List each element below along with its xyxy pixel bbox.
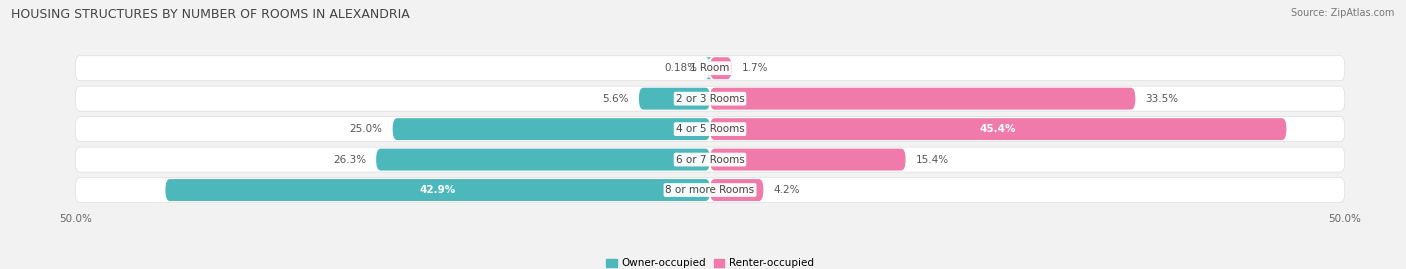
Text: 1 Room: 1 Room — [690, 63, 730, 73]
FancyBboxPatch shape — [710, 179, 763, 201]
Text: 1.7%: 1.7% — [742, 63, 768, 73]
FancyBboxPatch shape — [76, 117, 1344, 141]
Text: 15.4%: 15.4% — [915, 155, 949, 165]
FancyBboxPatch shape — [166, 179, 710, 201]
FancyBboxPatch shape — [392, 118, 710, 140]
Text: 0.18%: 0.18% — [665, 63, 697, 73]
Text: 5.6%: 5.6% — [602, 94, 628, 104]
FancyBboxPatch shape — [76, 178, 1344, 203]
Text: 25.0%: 25.0% — [350, 124, 382, 134]
Text: 2 or 3 Rooms: 2 or 3 Rooms — [676, 94, 744, 104]
Text: HOUSING STRUCTURES BY NUMBER OF ROOMS IN ALEXANDRIA: HOUSING STRUCTURES BY NUMBER OF ROOMS IN… — [11, 8, 411, 21]
Text: 42.9%: 42.9% — [419, 185, 456, 195]
Text: 8 or more Rooms: 8 or more Rooms — [665, 185, 755, 195]
FancyBboxPatch shape — [710, 88, 1135, 110]
FancyBboxPatch shape — [76, 56, 1344, 81]
Text: 4.2%: 4.2% — [773, 185, 800, 195]
FancyBboxPatch shape — [377, 148, 710, 171]
Text: 45.4%: 45.4% — [980, 124, 1017, 134]
Legend: Owner-occupied, Renter-occupied: Owner-occupied, Renter-occupied — [602, 254, 818, 269]
FancyBboxPatch shape — [706, 57, 713, 79]
FancyBboxPatch shape — [710, 118, 1286, 140]
FancyBboxPatch shape — [76, 147, 1344, 172]
FancyBboxPatch shape — [76, 86, 1344, 111]
Text: Source: ZipAtlas.com: Source: ZipAtlas.com — [1291, 8, 1395, 18]
FancyBboxPatch shape — [710, 148, 905, 171]
Text: 4 or 5 Rooms: 4 or 5 Rooms — [676, 124, 744, 134]
Text: 26.3%: 26.3% — [333, 155, 366, 165]
Text: 6 or 7 Rooms: 6 or 7 Rooms — [676, 155, 744, 165]
FancyBboxPatch shape — [710, 57, 731, 79]
FancyBboxPatch shape — [638, 88, 710, 110]
Text: 33.5%: 33.5% — [1146, 94, 1178, 104]
